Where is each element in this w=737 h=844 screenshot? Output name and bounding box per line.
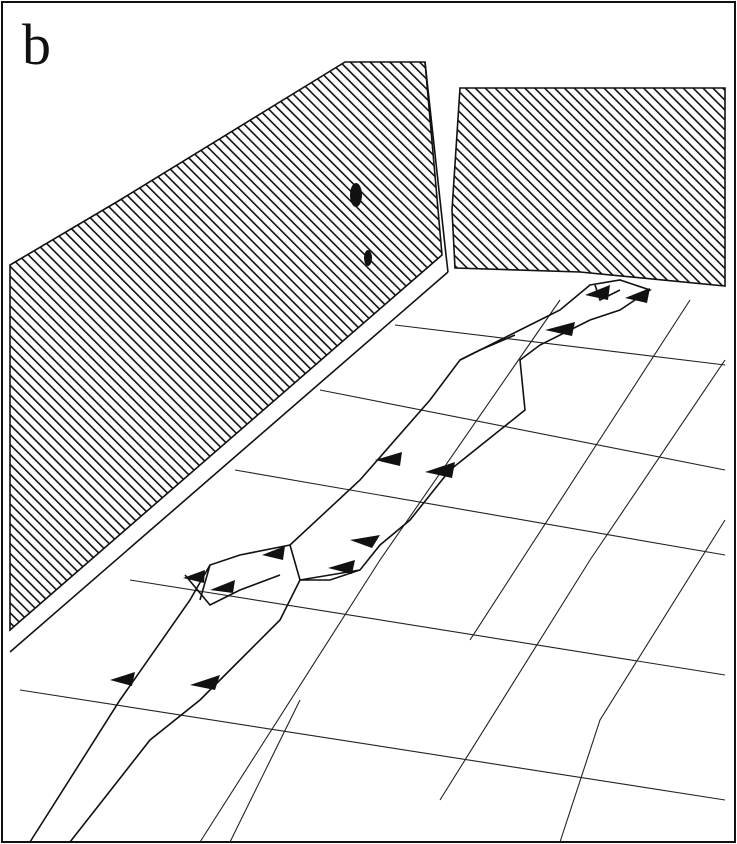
right-wall: [452, 88, 725, 286]
figure-panel: b: [0, 0, 737, 844]
panel-label: b: [22, 12, 51, 77]
